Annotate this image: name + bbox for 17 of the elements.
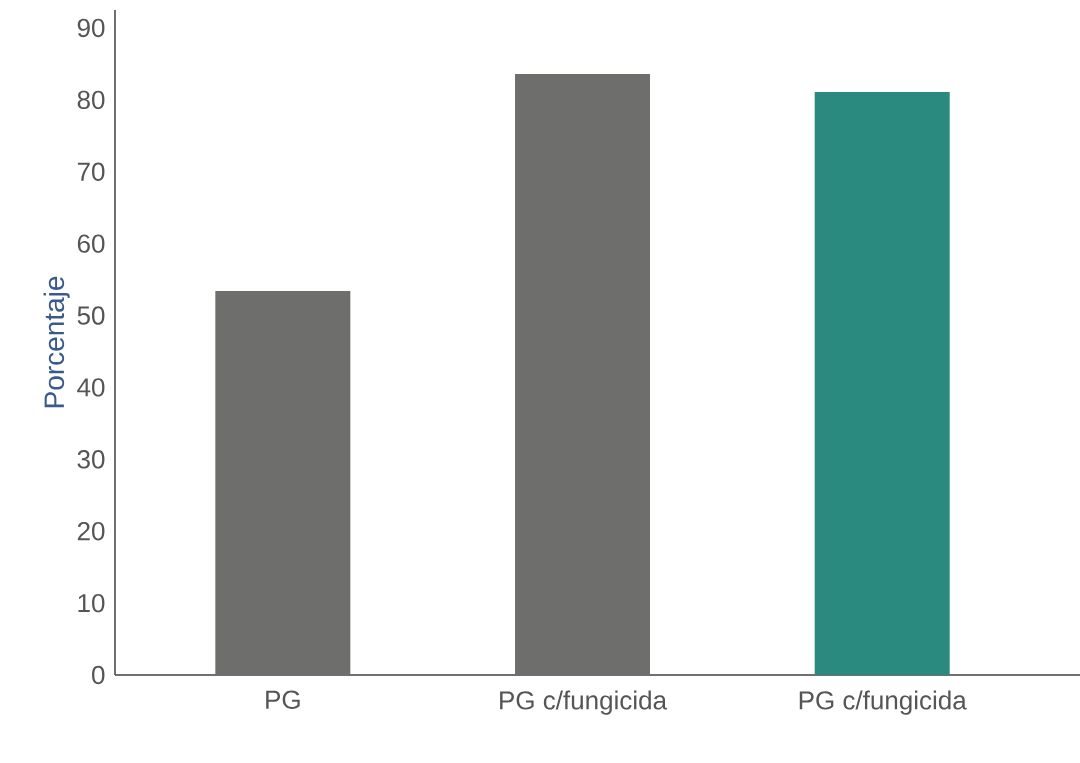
x-tick-label: PG [266,690,300,709]
x-tick-label: PG c/fungicida [500,690,668,715]
bar [814,91,950,675]
y-tick-label: 80 [77,90,105,110]
y-axis-title: Porcentaje [43,276,70,408]
y-tick-label: 40 [77,378,105,397]
y-tick-label: 30 [77,450,105,469]
x-tick-label: PG c/fungicida [799,690,967,715]
bar [515,73,651,675]
y-tick-label: 60 [77,234,105,253]
y-tick-label: 0 [92,665,105,685]
y-tick-label: 90 [77,18,105,38]
y-tick-label: 50 [77,306,105,325]
y-tick-label: 10 [78,593,105,613]
bar [215,291,351,675]
y-tick-label: 70 [77,162,105,181]
y-tick-label: 20 [77,521,105,541]
